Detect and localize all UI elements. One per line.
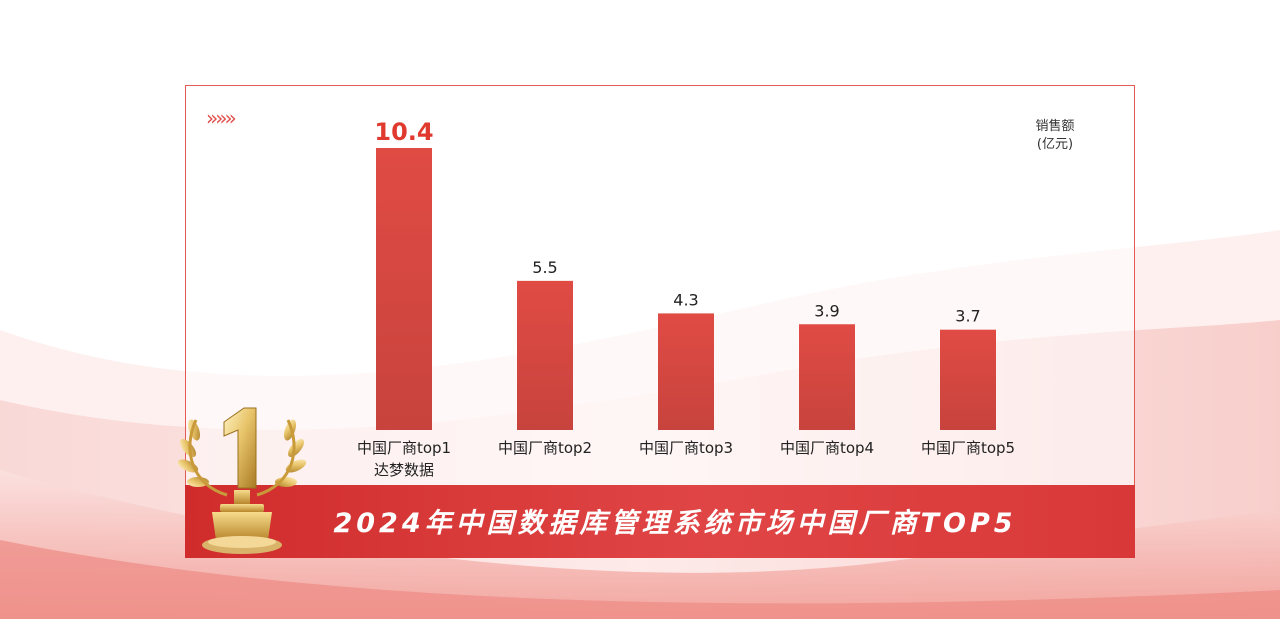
unit-line-2: (亿元): [1036, 137, 1074, 152]
unit-line-1: 销售额: [1035, 119, 1075, 134]
trophy-icon: [177, 407, 307, 554]
bar-1: [376, 148, 432, 430]
value-label-1: 10.4: [374, 118, 433, 146]
value-label-5: 3.7: [955, 307, 980, 326]
value-label-3: 4.3: [673, 290, 698, 309]
bar-4: [799, 324, 855, 430]
value-label-2: 5.5: [532, 258, 557, 277]
bar-5: [940, 329, 996, 430]
category-label-5: 中国厂商top5: [921, 439, 1015, 457]
chevrons-decoration: »»»: [206, 106, 237, 130]
bar-2: [517, 280, 573, 430]
category-label-1-line-2: 达梦数据: [374, 461, 434, 479]
category-label-2: 中国厂商top2: [498, 439, 592, 457]
bar-3: [658, 313, 714, 430]
category-label-3: 中国厂商top3: [639, 439, 733, 457]
value-label-4: 3.9: [814, 301, 839, 320]
y-axis-unit-label: 销售额 (亿元): [1015, 118, 1095, 154]
title-banner: 2024年中国数据库管理系统市场中国厂商TOP5: [185, 485, 1135, 558]
category-label-1: 中国厂商top1: [357, 439, 451, 457]
chart-title: 2024年中国数据库管理系统市场中国厂商TOP5: [333, 508, 1017, 539]
category-label-4: 中国厂商top4: [780, 439, 874, 457]
